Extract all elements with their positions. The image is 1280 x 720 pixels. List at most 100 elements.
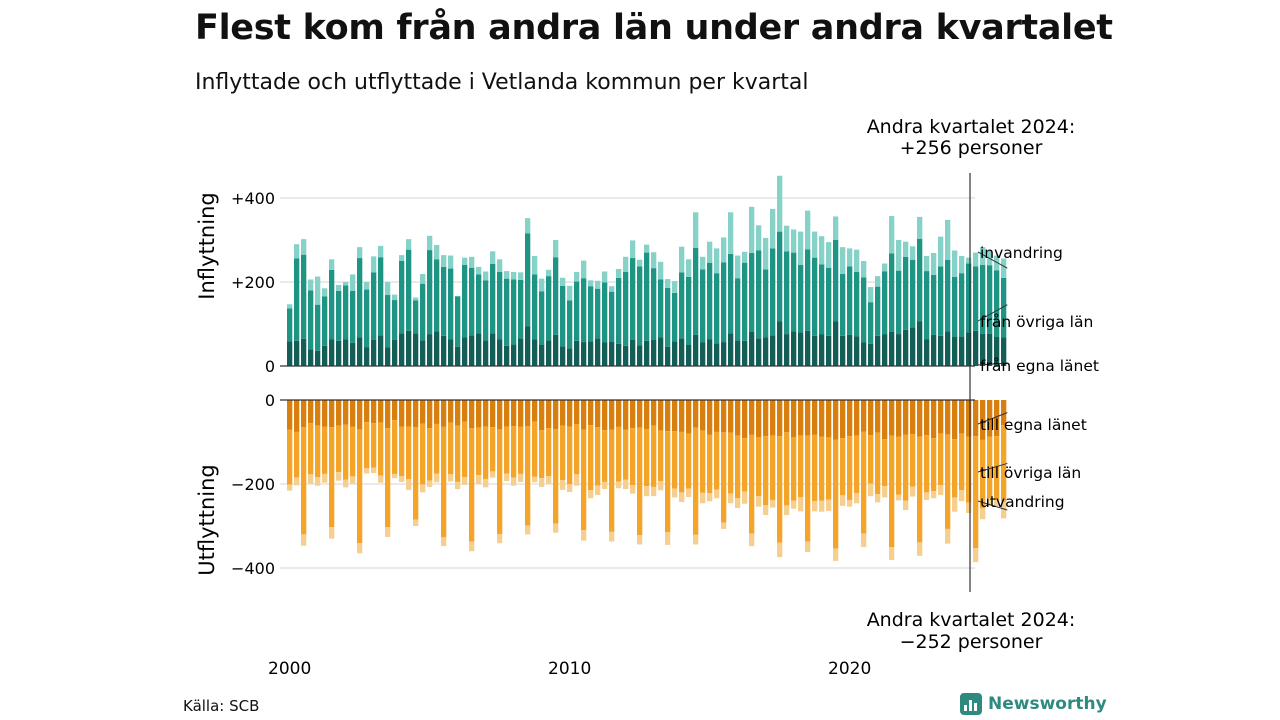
y-tick-label: +400 bbox=[231, 189, 275, 208]
bar-in-invandring bbox=[630, 240, 636, 259]
bar-out-ovriga bbox=[441, 426, 447, 538]
bar-out-utvandring bbox=[483, 478, 489, 488]
bar-in-ovriga bbox=[448, 268, 454, 340]
bar-out-utvandring bbox=[882, 486, 888, 498]
bar-in-ovriga bbox=[938, 266, 944, 336]
bar-out-ovriga bbox=[980, 439, 986, 509]
bar-out-ovriga bbox=[840, 438, 846, 496]
bar-in-egna bbox=[609, 341, 615, 366]
bar-out-ovriga bbox=[700, 430, 706, 493]
bar-in-ovriga bbox=[462, 264, 468, 338]
bar-out-egna bbox=[427, 400, 433, 429]
bar-in-ovriga bbox=[469, 267, 475, 336]
bar-in-invandring bbox=[938, 236, 944, 267]
bar-out-ovriga bbox=[728, 432, 734, 494]
bar-out-egna bbox=[504, 400, 510, 427]
bar-in-egna bbox=[707, 339, 713, 366]
bar-in-egna bbox=[322, 345, 328, 366]
bar-in-ovriga bbox=[623, 271, 629, 346]
bar-out-ovriga bbox=[651, 425, 657, 487]
bar-out-utvandring bbox=[448, 474, 454, 482]
bar-in-egna bbox=[385, 347, 391, 366]
bar-out-ovriga bbox=[833, 439, 839, 549]
bar-out-egna bbox=[917, 400, 923, 437]
bar-out-ovriga bbox=[917, 436, 923, 543]
bar-in-invandring bbox=[784, 225, 790, 252]
bar-in-egna bbox=[903, 329, 909, 366]
bar-in-egna bbox=[637, 345, 643, 366]
bar-out-egna bbox=[469, 400, 475, 429]
bar-out-ovriga bbox=[357, 429, 363, 544]
bar-out-egna bbox=[868, 400, 874, 436]
bar-out-utvandring bbox=[945, 528, 951, 544]
bar-in-ovriga bbox=[714, 273, 720, 344]
bar-in-egna bbox=[462, 337, 468, 366]
bar-in-ovriga bbox=[413, 300, 419, 334]
y-tick-label: −200 bbox=[231, 475, 275, 494]
bar-out-ovriga bbox=[742, 438, 748, 492]
bar-out-ovriga bbox=[679, 431, 685, 493]
bar-out-ovriga bbox=[623, 429, 629, 480]
series-label: till övriga län bbox=[980, 464, 1081, 482]
bar-in-ovriga bbox=[427, 250, 433, 335]
bar-out-ovriga bbox=[931, 438, 937, 492]
bar-out-egna bbox=[595, 400, 601, 428]
bar-in-egna bbox=[469, 335, 475, 366]
bar-in-ovriga bbox=[483, 280, 489, 341]
bar-in-egna bbox=[966, 332, 972, 366]
bar-in-egna bbox=[595, 338, 601, 366]
bar-out-egna bbox=[441, 400, 447, 427]
bar-in-invandring bbox=[357, 247, 363, 259]
bar-in-ovriga bbox=[749, 253, 755, 332]
bar-in-invandring bbox=[399, 255, 405, 261]
bar-in-invandring bbox=[931, 253, 937, 275]
bar-in-invandring bbox=[574, 271, 580, 282]
bar-in-ovriga bbox=[441, 266, 447, 336]
y-axis-title: Utflyttning bbox=[195, 464, 219, 576]
bar-out-ovriga bbox=[420, 423, 426, 485]
bar-out-ovriga bbox=[777, 436, 783, 543]
bar-out-utvandring bbox=[721, 522, 727, 529]
x-tick-label: 2000 bbox=[268, 659, 311, 679]
bar-in-invandring bbox=[434, 245, 440, 260]
bar-out-utvandring bbox=[777, 542, 783, 558]
bar-out-egna bbox=[399, 400, 405, 427]
bar-out-ovriga bbox=[784, 432, 790, 506]
bar-out-egna bbox=[518, 400, 524, 427]
bar-in-invandring bbox=[959, 255, 965, 274]
bar-in-invandring bbox=[644, 244, 650, 253]
bar-out-egna bbox=[455, 400, 461, 426]
bar-out-egna bbox=[294, 400, 300, 432]
bar-out-egna bbox=[308, 400, 314, 424]
bar-in-invandring bbox=[420, 274, 426, 284]
bar-out-ovriga bbox=[791, 437, 797, 501]
bar-out-egna bbox=[896, 400, 902, 437]
bar-in-ovriga bbox=[651, 268, 657, 340]
bar-out-egna bbox=[973, 400, 979, 437]
bar-out-egna bbox=[490, 400, 496, 428]
bar-in-ovriga bbox=[889, 253, 895, 332]
bar-out-ovriga bbox=[693, 427, 699, 535]
bar-out-egna bbox=[371, 400, 377, 424]
bar-in-ovriga bbox=[616, 277, 622, 344]
bar-in-ovriga bbox=[420, 283, 426, 341]
bar-in-egna bbox=[357, 337, 363, 366]
bar-in-ovriga bbox=[371, 272, 377, 340]
bar-in-ovriga bbox=[791, 252, 797, 332]
bar-in-ovriga bbox=[315, 304, 321, 351]
bar-in-ovriga bbox=[574, 281, 580, 341]
source-label: Källa: SCB bbox=[183, 697, 260, 715]
bar-in-invandring bbox=[742, 251, 748, 263]
bar-out-utvandring bbox=[903, 500, 909, 511]
bar-in-egna bbox=[630, 339, 636, 366]
bar-out-ovriga bbox=[707, 434, 713, 494]
bar-out-ovriga bbox=[973, 436, 979, 549]
bar-in-egna bbox=[518, 338, 524, 366]
bar-in-ovriga bbox=[896, 270, 902, 335]
y-tick-label: 0 bbox=[265, 357, 275, 376]
bar-out-egna bbox=[693, 400, 699, 428]
bar-out-egna bbox=[931, 400, 937, 439]
bar-in-egna bbox=[476, 333, 482, 366]
bar-out-utvandring bbox=[791, 500, 797, 509]
bar-out-ovriga bbox=[756, 437, 762, 497]
